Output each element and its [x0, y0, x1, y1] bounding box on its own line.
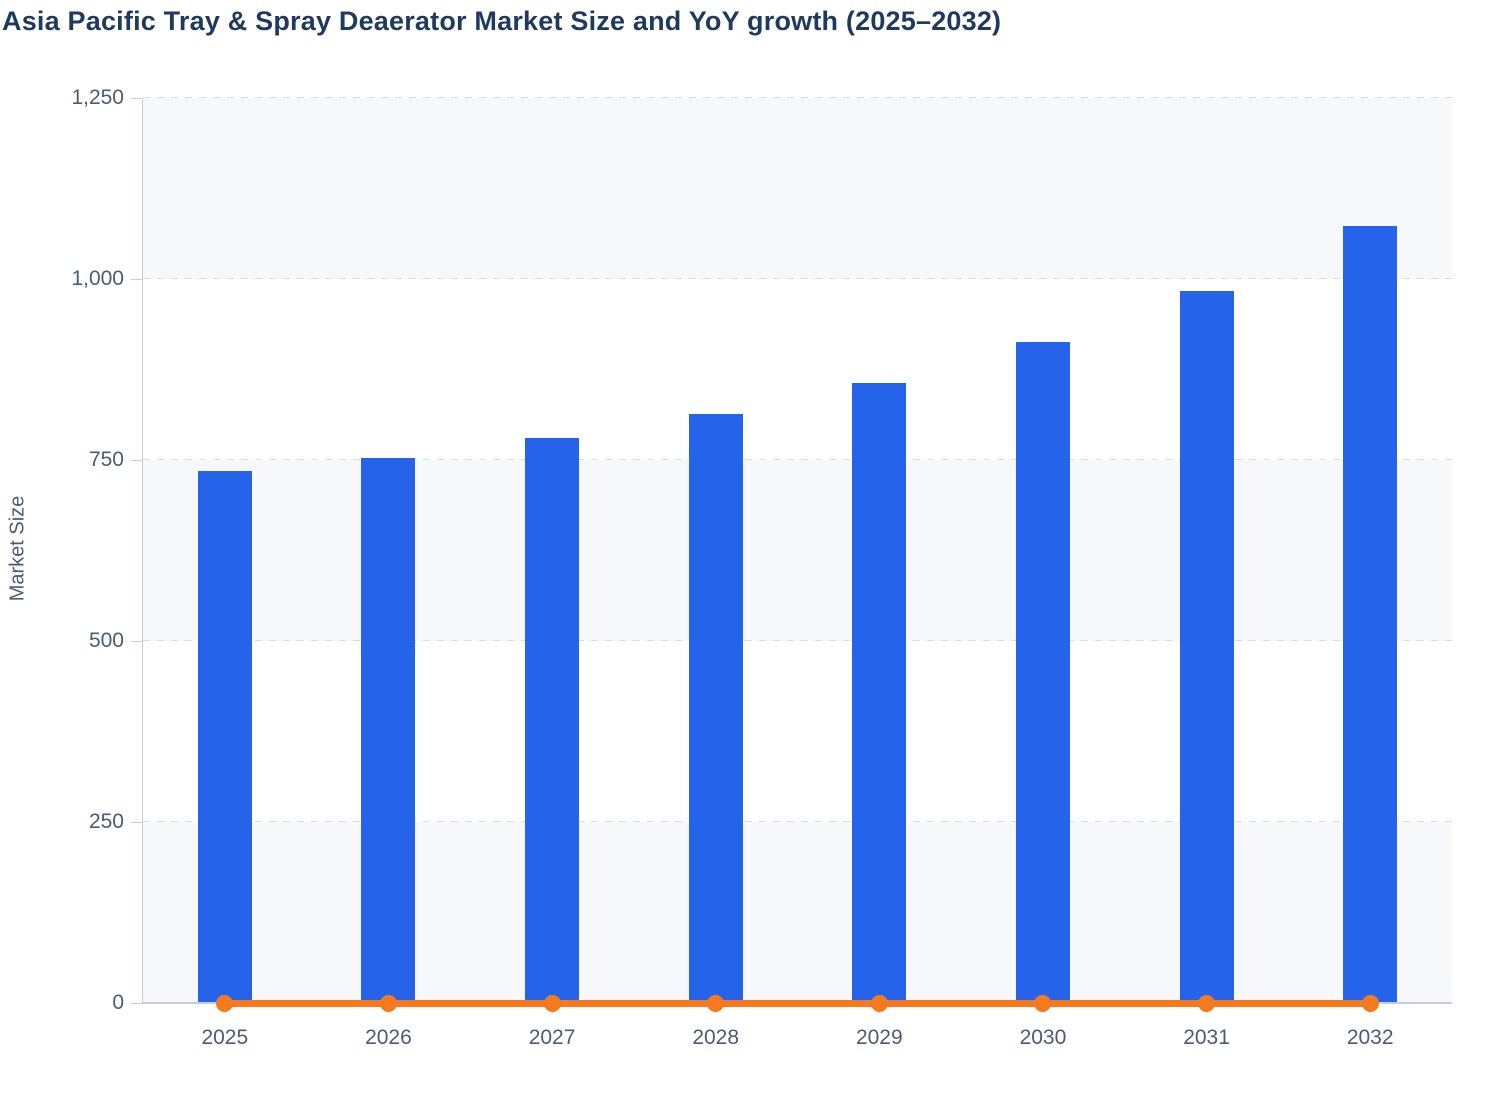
x-tick-label-2026: 2026: [365, 1026, 412, 1049]
yoy-point-2027: [543, 994, 561, 1012]
y-tick-mark: [131, 1003, 143, 1004]
y-tick-mark: [131, 822, 143, 823]
y-tick-mark: [131, 279, 143, 280]
bar-2026: [361, 457, 416, 1003]
x-tick-label-2029: 2029: [855, 1026, 903, 1049]
x-tick-label-2032: 2032: [1346, 1026, 1394, 1049]
yoy-point-2028: [707, 994, 725, 1012]
plot-band: [143, 460, 1452, 641]
x-tick-label-2031: 2031: [1183, 1026, 1230, 1049]
bar-2032: [1343, 226, 1398, 1003]
x-tick-label-2025: 2025: [201, 1026, 249, 1049]
yoy-point-2030: [1034, 994, 1052, 1012]
yoy-point-2029: [870, 994, 888, 1012]
plot-band: [143, 641, 1452, 822]
plot-band: [143, 279, 1452, 460]
y-tick-label: 0: [112, 991, 124, 1014]
gridline: [143, 97, 1452, 98]
y-tick-mark: [131, 641, 143, 642]
y-tick-label: 750: [88, 448, 124, 471]
bar-2028: [688, 413, 743, 1003]
plot-area: 2025 2026 2027 2028 2029 2030 2031 2032: [143, 97, 1452, 1049]
y-axis-title: Market Size: [6, 495, 29, 602]
plot-band: [143, 98, 1452, 279]
yoy-line: [224, 999, 1371, 1007]
x-tick-label-2028: 2028: [692, 1026, 740, 1049]
gridline: [143, 459, 1452, 460]
bar-2027: [525, 438, 580, 1003]
yoy-point-2031: [1198, 994, 1216, 1012]
gridline: [143, 278, 1452, 279]
yoy-point-2025: [216, 994, 234, 1012]
gridline: [143, 640, 1452, 641]
bar-2030: [1015, 342, 1070, 1003]
bar-2025: [197, 470, 252, 1003]
y-tick-label: 250: [88, 810, 124, 833]
y-tick-mark: [131, 98, 143, 99]
x-tick-label-2027: 2027: [528, 1026, 576, 1049]
yoy-point-2026: [379, 994, 397, 1012]
y-tick-label: 500: [88, 629, 124, 652]
y-tick-mark: [131, 460, 143, 461]
y-tick-label: 1,000: [71, 267, 124, 290]
bar-2029: [852, 382, 907, 1003]
x-tick-label-2030: 2030: [1019, 1026, 1067, 1049]
chart-title: Asia Pacific Tray & Spray Deaerator Mark…: [2, 6, 1002, 36]
gridline: [143, 821, 1452, 822]
y-tick-label: 1,250: [71, 86, 124, 109]
bar-2031: [1179, 290, 1234, 1003]
plot-band: [143, 822, 1452, 1003]
yoy-point-2032: [1361, 994, 1379, 1012]
